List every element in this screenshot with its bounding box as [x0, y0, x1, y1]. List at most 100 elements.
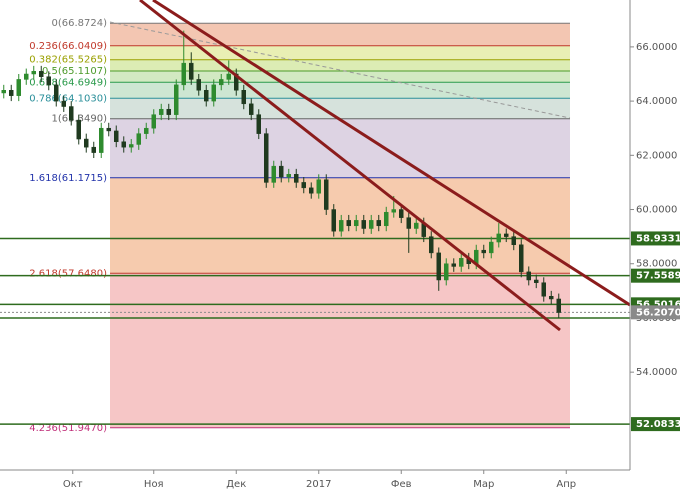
candle-body — [256, 114, 261, 134]
candle-body — [339, 220, 344, 232]
candle-body — [249, 103, 254, 115]
y-tick-label: 60.0000 — [636, 205, 677, 216]
fib-band — [110, 45, 570, 60]
candle-body — [196, 79, 201, 91]
fib-band — [110, 98, 570, 119]
y-tick-label: 64.0000 — [636, 96, 677, 107]
candle-body — [1, 90, 6, 94]
level-price-label: 58.9331 — [636, 233, 680, 244]
candle-body — [166, 108, 171, 115]
candle-body — [219, 79, 224, 86]
candle-body — [384, 211, 389, 227]
candle-body — [54, 84, 59, 102]
candle-body — [301, 182, 306, 189]
candle-body — [136, 133, 141, 145]
candle-body — [121, 141, 126, 148]
level-price-label: 57.5589 — [636, 271, 680, 282]
candle-body — [226, 73, 231, 80]
candle-body — [369, 220, 374, 229]
fib-level-label: 0.618(64.6949) — [29, 77, 107, 88]
candle-body — [331, 209, 336, 232]
fib-band — [110, 70, 570, 83]
time-axis — [0, 470, 630, 495]
x-tick-label: Окт — [63, 479, 83, 490]
level-price-label: 52.0833 — [636, 419, 680, 430]
candle-body — [84, 138, 89, 148]
y-tick-label: 58.0000 — [636, 259, 677, 270]
candle-body — [511, 236, 516, 246]
candle-body — [159, 108, 164, 115]
candle-body — [316, 179, 321, 194]
candle-body — [39, 71, 44, 77]
level-price-box — [631, 231, 680, 246]
candle-body — [309, 187, 314, 194]
plot-area — [0, 30, 630, 425]
candle-body — [241, 90, 246, 105]
fib-level-label: 0.786(64.1030) — [29, 93, 107, 104]
y-tick-label: 62.0000 — [636, 150, 677, 161]
candle-body — [174, 84, 179, 115]
fib-level-label: 0(66.8724) — [51, 18, 107, 29]
x-tick-label: Мар — [473, 479, 494, 490]
fib-level-label: 2.618(57.6480) — [29, 268, 107, 279]
candle-body — [549, 296, 554, 300]
fib-level-label: 0.236(66.0409) — [29, 41, 107, 52]
candle-body — [406, 217, 411, 229]
candle-body — [459, 258, 464, 267]
candle-body — [376, 220, 381, 227]
fib-level-label: 0.382(65.5265) — [29, 55, 107, 66]
candle-body — [69, 106, 74, 121]
y-tick-label: 66.0000 — [636, 42, 677, 53]
candle-body — [346, 220, 351, 227]
candle-body — [391, 209, 396, 213]
candle-body — [324, 179, 329, 210]
x-tick-label: Дек — [226, 479, 246, 490]
level-price-label: 56.5016 — [636, 299, 680, 310]
candle-body — [16, 79, 21, 96]
level-price-box — [631, 417, 680, 432]
candle-body — [106, 127, 111, 132]
level-price-box — [631, 268, 680, 283]
x-tick-label: Фев — [391, 479, 412, 490]
x-tick-label: 2017 — [306, 479, 331, 490]
fibonacci: 0(66.8724) 0.236(66.0409) 0.382(65.5265) 0.… — [29, 18, 570, 434]
candle-body — [354, 220, 359, 227]
level-price-label: 56.2070 — [636, 307, 680, 318]
candle-body — [279, 165, 284, 178]
candle-body — [151, 114, 156, 129]
fib-level-label: 1.618(61.1715) — [29, 173, 107, 184]
candle-body — [489, 241, 494, 254]
fib-level-label: 1(63.3490) — [51, 114, 107, 125]
candle-body — [496, 233, 501, 243]
candle-body — [76, 119, 81, 140]
candle-body — [526, 271, 531, 281]
candle-body — [189, 62, 194, 80]
level-price-box — [631, 305, 680, 320]
fib-band — [110, 59, 570, 71]
candle-body — [114, 130, 119, 143]
x-tick-label: Ноя — [144, 479, 164, 490]
candle-body — [264, 133, 269, 183]
axes: 54.000056.000058.000060.000062.000064.00… — [63, 42, 680, 490]
fib-band — [110, 273, 570, 428]
trend-line — [152, 0, 631, 307]
candle-body — [444, 263, 449, 281]
candle-body — [99, 127, 104, 153]
candle-body — [61, 100, 66, 107]
candle-body — [556, 298, 561, 313]
fib-band — [110, 82, 570, 99]
candle-body — [129, 144, 134, 148]
candle-body — [541, 282, 546, 297]
fib-level-label: 4.236(51.9470) — [29, 423, 107, 434]
candle-body — [361, 220, 366, 229]
x-tick-label: Апр — [556, 479, 576, 490]
candle-body — [436, 252, 441, 281]
candle-body — [286, 174, 291, 178]
y-tick-label: 54.0000 — [636, 367, 677, 378]
candle-body — [451, 263, 456, 267]
candle-body — [144, 127, 149, 134]
candle-body — [9, 90, 14, 96]
candle-body — [211, 84, 216, 102]
candle-body — [414, 222, 419, 229]
